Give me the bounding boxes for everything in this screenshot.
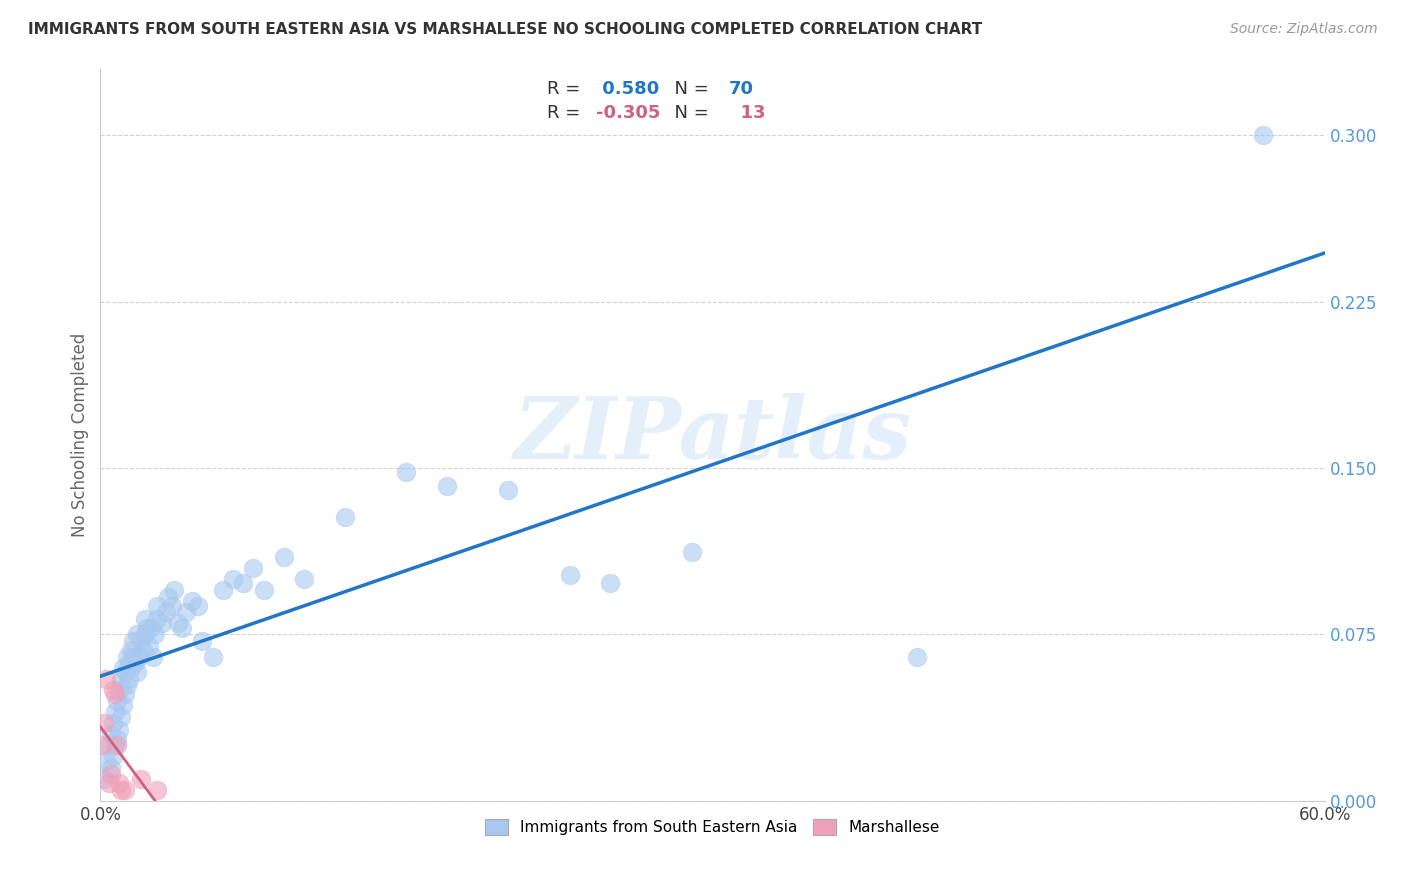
Point	[101, 716, 124, 731]
Point	[104, 705, 127, 719]
Point	[129, 634, 152, 648]
Point	[120, 643, 142, 657]
Point	[125, 665, 148, 680]
Point	[114, 782, 136, 797]
Point	[125, 627, 148, 641]
Text: R =: R =	[547, 103, 586, 121]
Point	[100, 761, 122, 775]
Point	[132, 643, 155, 657]
Point	[156, 590, 179, 604]
Point	[100, 767, 122, 781]
Point	[681, 545, 703, 559]
Point	[395, 466, 418, 480]
Point	[167, 616, 190, 631]
Text: -0.305: -0.305	[596, 103, 661, 121]
Point	[128, 649, 150, 664]
Text: Source: ZipAtlas.com: Source: ZipAtlas.com	[1230, 22, 1378, 37]
Point	[138, 639, 160, 653]
Point	[93, 716, 115, 731]
Text: N =: N =	[664, 103, 716, 121]
Point	[107, 682, 129, 697]
Point	[110, 672, 132, 686]
Point	[122, 634, 145, 648]
Point	[104, 687, 127, 701]
Point	[129, 772, 152, 786]
Point	[122, 649, 145, 664]
Point	[273, 549, 295, 564]
Point	[242, 561, 264, 575]
Point	[232, 576, 254, 591]
Point	[187, 599, 209, 613]
Point	[100, 727, 122, 741]
Point	[110, 782, 132, 797]
Point	[174, 605, 197, 619]
Text: ZIPatlas: ZIPatlas	[513, 393, 911, 476]
Point	[211, 582, 233, 597]
Text: 70: 70	[728, 79, 754, 97]
Point	[96, 754, 118, 768]
Point	[292, 572, 315, 586]
Point	[145, 627, 167, 641]
Point	[201, 649, 224, 664]
Point	[160, 599, 183, 613]
Point	[107, 723, 129, 737]
Point	[104, 739, 127, 753]
Point	[142, 649, 165, 664]
Point	[111, 698, 134, 713]
Point	[181, 594, 204, 608]
Point	[107, 776, 129, 790]
Point	[110, 709, 132, 723]
Point	[93, 772, 115, 786]
Point	[252, 582, 274, 597]
Point	[101, 749, 124, 764]
Point	[114, 665, 136, 680]
Point	[141, 621, 163, 635]
Point	[498, 483, 520, 498]
Legend: Immigrants from South Eastern Asia, Marshallese: Immigrants from South Eastern Asia, Mars…	[477, 810, 949, 845]
Point	[118, 657, 141, 671]
Point	[97, 776, 120, 790]
Text: R =: R =	[547, 79, 586, 97]
Point	[96, 672, 118, 686]
Point	[150, 616, 173, 631]
Point	[115, 678, 138, 692]
Point	[118, 672, 141, 686]
Point	[599, 576, 621, 591]
Point	[111, 661, 134, 675]
Point	[155, 605, 177, 619]
Point	[120, 661, 142, 675]
Y-axis label: No Schooling Completed: No Schooling Completed	[72, 333, 89, 537]
Point	[146, 612, 169, 626]
Point	[146, 599, 169, 613]
Point	[163, 582, 186, 597]
Text: 0.580: 0.580	[596, 79, 659, 97]
Point	[105, 739, 128, 753]
Point	[115, 649, 138, 664]
Text: N =: N =	[664, 79, 716, 97]
Point	[905, 649, 928, 664]
Text: 13: 13	[728, 103, 766, 121]
Point	[134, 627, 156, 641]
Point	[101, 682, 124, 697]
Point	[91, 739, 114, 753]
Point	[134, 612, 156, 626]
Text: IMMIGRANTS FROM SOUTH EASTERN ASIA VS MARSHALLESE NO SCHOOLING COMPLETED CORRELA: IMMIGRANTS FROM SOUTH EASTERN ASIA VS MA…	[28, 22, 983, 37]
Point	[436, 479, 458, 493]
Point	[191, 634, 214, 648]
Point	[124, 657, 146, 671]
Point	[335, 509, 357, 524]
Point	[170, 621, 193, 635]
Point	[222, 572, 245, 586]
Point	[114, 687, 136, 701]
Point	[1253, 128, 1275, 142]
Point	[105, 694, 128, 708]
Point	[558, 567, 581, 582]
Point	[97, 739, 120, 753]
Point	[136, 621, 159, 635]
Point	[105, 731, 128, 746]
Point	[146, 782, 169, 797]
